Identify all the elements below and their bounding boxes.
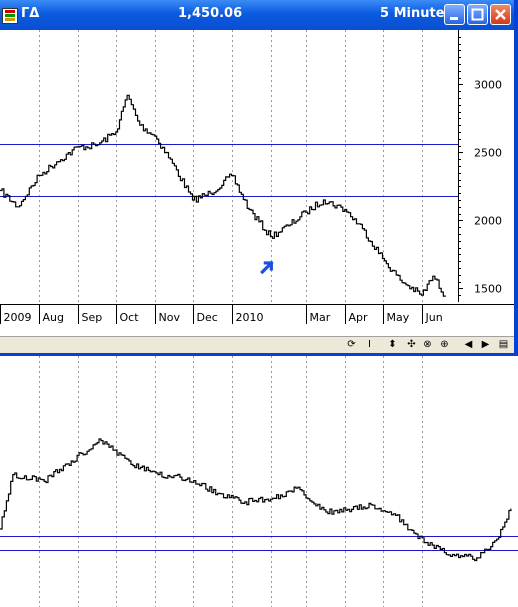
indicator-chart[interactable] xyxy=(0,356,518,607)
scroll-left-icon[interactable]: ◀ xyxy=(464,339,473,350)
x-tick-label: Mar xyxy=(310,311,331,324)
y-tick-label: 2000 xyxy=(474,215,502,228)
crosshair-icon[interactable]: ✣ xyxy=(407,339,416,350)
y-tick-label: 2500 xyxy=(474,147,502,160)
minimize-icon xyxy=(450,17,458,20)
minimize-button[interactable] xyxy=(444,4,465,25)
x-tick-label: 2010 xyxy=(236,311,264,324)
window-icon[interactable]: ▤ xyxy=(498,339,509,350)
y-axis-panel xyxy=(458,30,514,302)
price-label: 1,450.06 xyxy=(178,6,243,21)
indicator-series-line xyxy=(0,438,512,562)
x-tick-label: Oct xyxy=(120,311,140,324)
x-tick-label: May xyxy=(387,311,410,324)
x-axis-strip xyxy=(0,304,514,336)
target-icon[interactable]: ⊕ xyxy=(440,339,449,350)
move-vertical-icon[interactable]: ⬍ xyxy=(388,339,397,350)
close-button[interactable] xyxy=(490,4,511,25)
y-tick-label: 1500 xyxy=(474,283,502,296)
x-tick-label: Aug xyxy=(43,311,64,324)
maximize-button[interactable] xyxy=(467,4,488,25)
x-tick-label: Dec xyxy=(197,311,218,324)
title-bar[interactable]: ΓΔ 1,450.06 5 Minute xyxy=(0,0,514,30)
scroll-right-icon[interactable]: ▶ xyxy=(481,339,490,350)
chart-toolbar[interactable]: ⟳ I ⬍ ✣ ⊗ ⊕ ◀ ▶ ▤ xyxy=(0,336,514,353)
blue-arrow-icon xyxy=(260,260,274,275)
app-icon xyxy=(2,8,18,24)
x-tick-label: Nov xyxy=(159,311,181,324)
close-icon xyxy=(495,9,506,20)
symbol-label: ΓΔ xyxy=(21,6,40,21)
timeframe-label: 5 Minute xyxy=(380,6,445,21)
x-tick-label: Jun xyxy=(425,311,443,324)
x-tick-label: 2009 xyxy=(4,311,32,324)
cursor-icon[interactable]: I xyxy=(368,339,371,350)
x-tick-label: Sep xyxy=(82,311,103,324)
x-tick-label: Apr xyxy=(349,311,369,324)
zoom-icon[interactable]: ⊗ xyxy=(423,339,432,350)
refresh-icon[interactable]: ⟳ xyxy=(347,339,356,350)
chart-window: ΓΔ 1,450.06 5 Minute 3000 2500 2000 1500 200… xyxy=(0,0,518,356)
maximize-icon xyxy=(471,8,484,21)
price-chart[interactable]: 3000 2500 2000 1500 2009 Aug Sep Oct Nov Dec 2010 M… xyxy=(0,30,514,336)
price-series-line xyxy=(0,94,446,297)
y-tick-label: 3000 xyxy=(474,79,502,92)
